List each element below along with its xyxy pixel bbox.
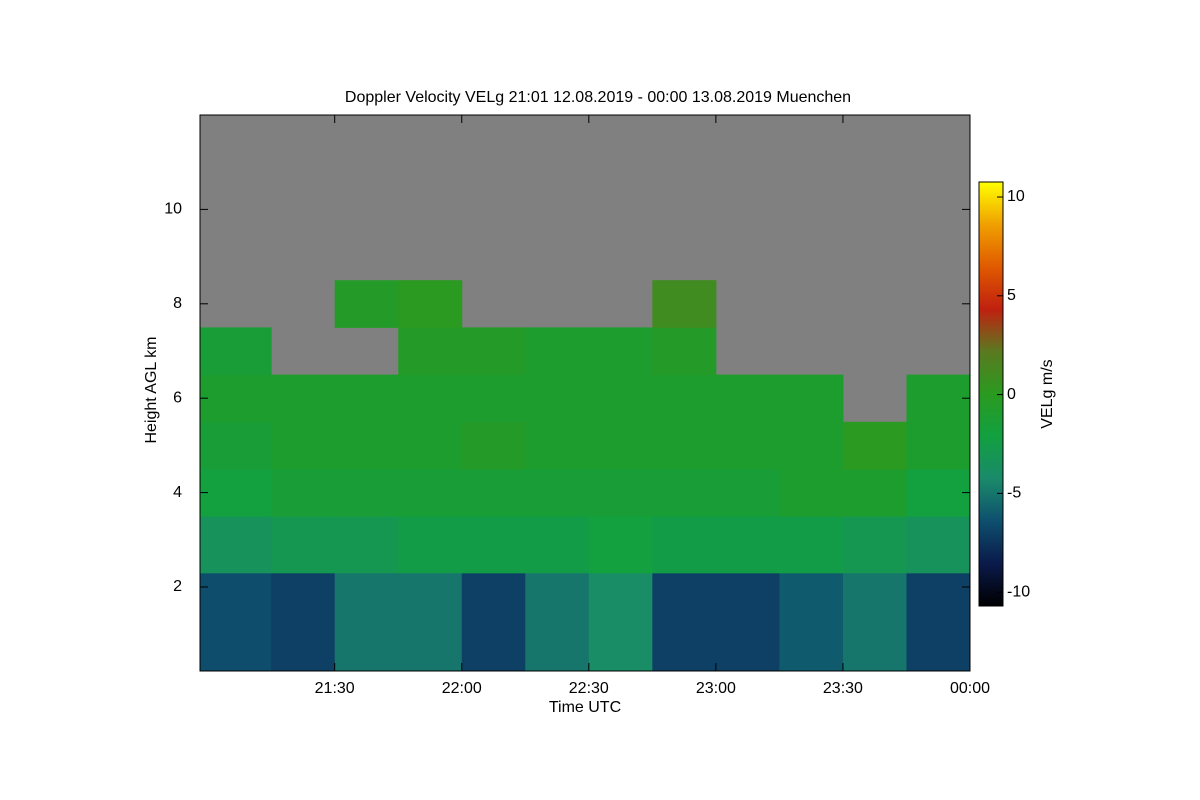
- heatmap-cell: [842, 468, 907, 517]
- y-tick-label: 2: [173, 578, 182, 595]
- heatmap-cell: [779, 468, 844, 517]
- heatmap-cell: [588, 572, 653, 672]
- heatmap-cell: [779, 572, 844, 672]
- colorbar-tick-label: 10: [1007, 188, 1025, 205]
- heatmap-cell: [525, 374, 590, 423]
- heatmap-cell: [461, 327, 526, 376]
- x-tick-label: 23:30: [823, 680, 863, 697]
- y-tick-label: 8: [173, 295, 182, 312]
- y-tick-label: 10: [164, 201, 182, 218]
- colorbar-tick-label: -10: [1007, 583, 1030, 600]
- chart-title: Doppler Velocity VELg 21:01 12.08.2019 -…: [345, 89, 851, 106]
- heatmap-cell: [461, 468, 526, 517]
- x-axis-label: Time UTC: [549, 699, 621, 716]
- heatmap-cell: [271, 421, 336, 470]
- heatmap-cell: [271, 468, 336, 517]
- heatmap-cell: [525, 468, 590, 517]
- x-tick-label: 22:00: [442, 680, 482, 697]
- heatmap-cell: [271, 516, 336, 574]
- heatmap-cell: [398, 327, 463, 376]
- heatmap-cell: [715, 374, 780, 423]
- heatmap-cell: [200, 421, 272, 470]
- heatmap-cell: [588, 516, 653, 574]
- heatmap-cell: [525, 421, 590, 470]
- heatmap-cell: [652, 374, 717, 423]
- heatmap-cell: [588, 468, 653, 517]
- heatmap-cell: [461, 374, 526, 423]
- heatmap-cell: [842, 516, 907, 574]
- heatmap-cell: [906, 516, 971, 574]
- heatmap-cell: [715, 421, 780, 470]
- plot-frame: [199, 114, 971, 672]
- heatmap-cell: [398, 421, 463, 470]
- heatmap-cell: [652, 516, 717, 574]
- heatmap-cell: [271, 374, 336, 423]
- heatmap-cell: [715, 516, 780, 574]
- heatmap-cell: [842, 572, 907, 672]
- heatmap-cell: [334, 516, 399, 574]
- heatmap-cell: [334, 280, 399, 328]
- colorbar-tick-label: 5: [1007, 287, 1016, 304]
- heatmap-cell: [779, 421, 844, 470]
- heatmap-cell: [779, 374, 844, 423]
- x-tick-label: 00:00: [950, 680, 990, 697]
- heatmap-cell: [652, 280, 717, 328]
- heatmap-cell: [525, 572, 590, 672]
- heatmap-cell: [398, 280, 463, 328]
- heatmap-cell: [200, 327, 272, 376]
- heatmap-cell: [461, 421, 526, 470]
- heatmap-cell: [715, 572, 780, 672]
- heatmap-cell: [715, 468, 780, 517]
- heatmap-cell: [461, 572, 526, 672]
- heatmap-cell: [398, 468, 463, 517]
- heatmap-cell: [525, 327, 590, 376]
- heatmap-cell: [906, 374, 971, 423]
- heatmap-cell: [906, 572, 971, 672]
- heatmap-cell: [842, 421, 907, 470]
- heatmap-cell: [398, 374, 463, 423]
- heatmap-cell: [398, 516, 463, 574]
- y-tick-label: 6: [173, 389, 182, 406]
- heatmap-cell: [334, 374, 399, 423]
- colorbar-label: VELg m/s: [1039, 359, 1056, 428]
- heatmap-cell: [398, 572, 463, 672]
- heatmap-cell: [652, 572, 717, 672]
- heatmap-cell: [461, 516, 526, 574]
- heatmap-cell: [200, 374, 272, 423]
- heatmap-cell: [588, 421, 653, 470]
- y-axis-label: Height AGL km: [143, 336, 160, 443]
- colorbar-tick-label: 0: [1007, 386, 1016, 403]
- heatmap-cell: [200, 468, 272, 517]
- heatmap-cell: [334, 468, 399, 517]
- heatmap-cell: [334, 421, 399, 470]
- x-tick-label: 21:30: [315, 680, 355, 697]
- heatmap-cell: [906, 421, 971, 470]
- heatmap-cell: [588, 374, 653, 423]
- heatmap-cell: [200, 572, 272, 672]
- y-tick-label: 4: [173, 484, 182, 501]
- heatmap-cell: [271, 572, 336, 672]
- heatmap-cell: [652, 327, 717, 376]
- heatmap-cell: [779, 516, 844, 574]
- x-tick-label: 22:30: [569, 680, 609, 697]
- colorbar: [978, 181, 1004, 607]
- colorbar-tick-label: -5: [1007, 485, 1021, 502]
- heatmap-cell: [652, 421, 717, 470]
- heatmap-cell: [200, 516, 272, 574]
- heatmap-cell: [525, 516, 590, 574]
- heatmap-cell: [906, 468, 971, 517]
- heatmap-cell: [588, 327, 653, 376]
- x-tick-label: 23:00: [696, 680, 736, 697]
- heatmap-cell: [652, 468, 717, 517]
- heatmap-cell: [334, 572, 399, 672]
